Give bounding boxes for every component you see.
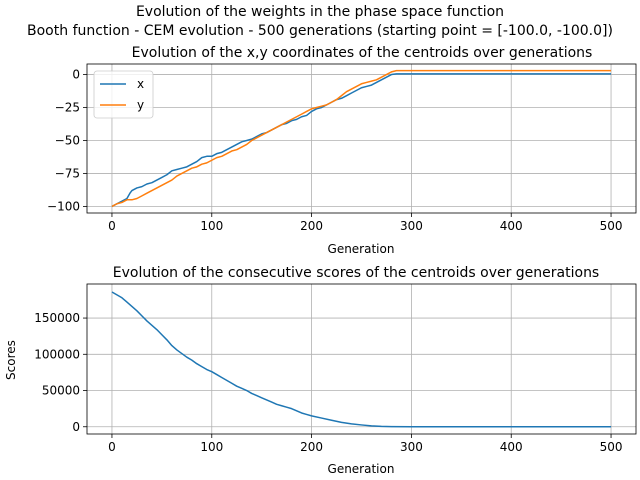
- xy-coordinates-chart: Evolution of the x,y coordinates of the …: [47, 45, 637, 256]
- scores-x-tick-label: 500: [600, 440, 623, 454]
- xy-legend-box: [93, 70, 154, 119]
- xy-x-tick-label: 300: [400, 219, 423, 233]
- scores-chart-ylabel: Scores: [4, 340, 18, 380]
- xy-series-line-y: [111, 69, 612, 208]
- xy-x-tick-label: 500: [600, 219, 623, 233]
- xy-legend-label-x: x: [137, 77, 144, 91]
- xy-y-tick-label: −100: [47, 199, 80, 213]
- xy-x-tick-label: 100: [200, 219, 223, 233]
- xy-y-tick-label: −25: [55, 101, 80, 115]
- scores-x-tick-label: 400: [500, 440, 523, 454]
- scores-series-line-0: [111, 291, 612, 428]
- scores-y-tick-label: 100000: [34, 347, 80, 361]
- xy-axes-frame: [86, 63, 637, 214]
- scores-y-tick-label: 150000: [34, 311, 80, 325]
- xy-y-tick-label: −75: [55, 166, 80, 180]
- xy-chart-title: Evolution of the x,y coordinates of the …: [132, 45, 593, 61]
- xy-chart-xlabel: Generation: [328, 242, 395, 256]
- scores-x-tick-label: 300: [400, 440, 423, 454]
- scores-y-tick-label: 50000: [42, 384, 80, 398]
- scores-y-tick-label: 0: [72, 420, 80, 434]
- figure-suptitle-line1: Evolution of the weights in the phase sp…: [136, 4, 504, 20]
- scores-chart: Evolution of the consecutive scores of t…: [4, 265, 637, 476]
- scores-axes-frame: [86, 283, 637, 435]
- scores-x-tick-label: 100: [200, 440, 223, 454]
- scores-x-tick-label: 200: [300, 440, 323, 454]
- scores-chart-xlabel: Generation: [328, 462, 395, 476]
- scores-chart-title: Evolution of the consecutive scores of t…: [113, 265, 599, 281]
- scores-x-tick-label: 0: [108, 440, 116, 454]
- xy-x-tick-label: 200: [300, 219, 323, 233]
- xy-legend-label-y: y: [137, 98, 144, 112]
- xy-legend: xy: [93, 70, 154, 119]
- xy-x-tick-label: 0: [108, 219, 116, 233]
- figure-suptitle-line2: Booth function - CEM evolution - 500 gen…: [27, 23, 613, 39]
- xy-y-tick-label: 0: [72, 68, 80, 82]
- xy-x-tick-label: 400: [500, 219, 523, 233]
- xy-y-tick-label: −50: [55, 133, 80, 147]
